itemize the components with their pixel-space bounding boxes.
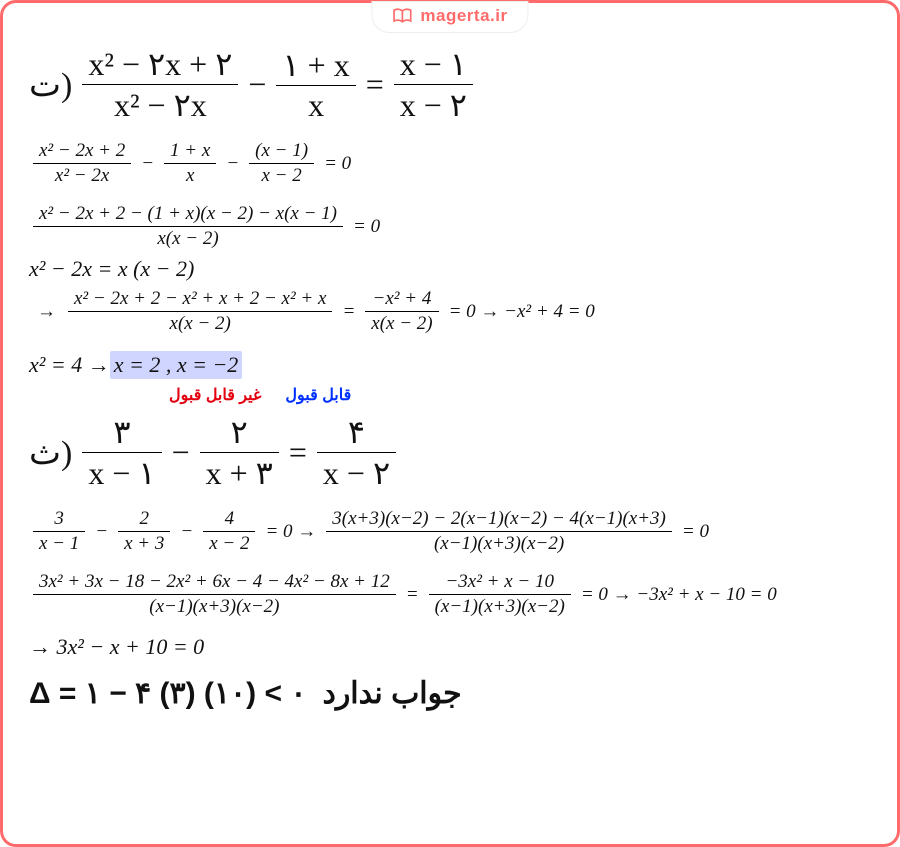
book-open-icon [392, 7, 412, 25]
p2-step3: → 3x² − x + 10 = 0 [29, 634, 877, 660]
brand-badge: magerta.ir [371, 1, 528, 33]
brand-text: magerta.ir [420, 6, 507, 26]
p1-step2: x² − 2x + 2 − (1 + x)(x − 2) − x(x − 1)x… [29, 203, 877, 250]
p1-result: x² = 4 → x = 2 , x = −2 [29, 351, 877, 379]
conclusion: Δ = ۱ − ۴ (۳) (۱۰) < ۰ جواب ندارد [29, 676, 877, 711]
problem-2-label: ث) [29, 433, 72, 473]
p1-step1: x² − 2x + 2x² − 2x − 1 + xx − (x − 1)x −… [29, 140, 877, 187]
p2-step2: 3x² + 3x − 18 − 2x² + 6x − 4 − 4x² − 8x … [29, 571, 877, 618]
problem-1-label: ت) [29, 65, 72, 105]
delta-expression: Δ = ۱ − ۴ (۳) (۱۰) < ۰ [29, 676, 306, 711]
p2-step1: 3x − 1 − 2x + 3 − 4x − 2 = 0 → 3(x+3)(x−… [29, 508, 877, 555]
reject-tag: غیر قابل قبول [169, 385, 261, 405]
no-solution-text: جواب ندارد [322, 676, 461, 711]
problem-1-equation: ت) x² − ۲x + ۲x² − ۲x − ۱ + xx = x − ۱x … [29, 45, 877, 124]
solution-tags: غیر قابل قبول قابل قبول [169, 385, 877, 405]
highlighted-solution: x = 2 , x = −2 [110, 351, 243, 379]
accept-tag: قابل قبول [285, 385, 351, 405]
problem-2-equation: ث) ۳x − ۱ − ۲x + ۳ = ۴x − ۲ [29, 413, 877, 492]
p1-step3: x² − 2x = x (x − 2) [29, 256, 877, 282]
p1-step4: → x² − 2x + 2 − x² + x + 2 − x² + xx(x −… [29, 288, 877, 335]
